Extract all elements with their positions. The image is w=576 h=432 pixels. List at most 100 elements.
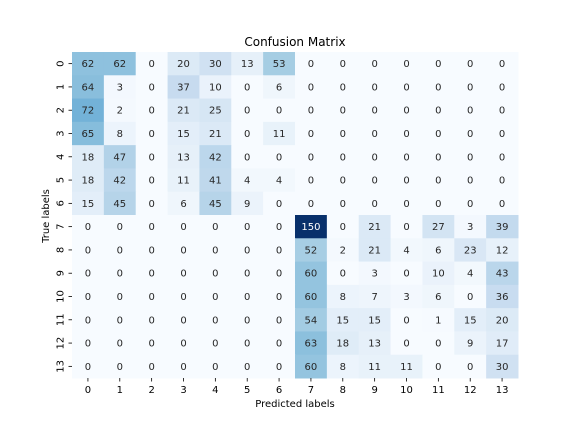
cell-value-label: 0 [180,222,186,233]
cell-value-label: 0 [244,362,250,373]
cell-value-label: 21 [368,245,381,256]
cell-value-label: 0 [85,292,91,303]
heatmap-cell [326,308,360,332]
cell-value-label: 7 [371,292,377,303]
heatmap-cell [199,75,232,100]
heatmap-cell [167,261,200,286]
cell-value-label: 0 [212,339,218,350]
cell-value-label: 21 [368,222,381,233]
heatmap-cell [72,261,105,286]
heatmap-cell [358,168,392,193]
heatmap-cell [135,261,169,286]
heatmap-cell [295,284,328,309]
y-axis-label: True labels [41,189,52,244]
heatmap-cell [295,215,328,239]
heatmap-cell [358,145,392,169]
heatmap-cell [167,145,200,169]
heatmap-cell [454,261,487,286]
cell-value-label: 0 [244,152,250,163]
cell-value-label: 0 [148,199,154,210]
heatmap-cell [231,75,264,100]
heatmap-cell [72,308,105,332]
heatmap-cell [135,308,169,332]
cell-value-label: 0 [340,269,346,280]
cell-value-label: 0 [308,106,314,117]
heatmap-cell [199,354,232,379]
cell-value-label: 10 [209,82,222,93]
cell-value-label: 0 [499,176,505,187]
cell-value-label: 15 [368,315,381,326]
cell-value-label: 0 [403,339,409,350]
heatmap-cell [422,75,455,100]
heatmap-cell [326,238,360,263]
heatmap-cell [454,75,487,100]
heatmap-cell [326,331,360,356]
cell-value-label: 0 [308,199,314,210]
cell-value-label: 0 [308,59,314,70]
heatmap-cell [103,331,137,356]
cell-value-label: 8 [117,129,123,140]
cell-value-label: 3 [371,269,377,280]
heatmap-cell [167,308,200,332]
cell-value-label: 0 [117,362,123,373]
cell-value-label: 0 [148,129,154,140]
cell-value-label: 72 [82,106,95,117]
cell-value-label: 65 [82,129,95,140]
heatmap-cell [72,331,105,356]
cell-value-label: 42 [113,176,126,187]
cell-value-label: 3 [117,82,123,93]
cell-value-label: 0 [212,315,218,326]
heatmap-cell [390,98,423,123]
heatmap-cell [231,121,264,146]
cell-value-label: 0 [117,222,123,233]
heatmap-cell [263,121,296,146]
cell-value-label: 0 [244,106,250,117]
heatmap-cell [326,284,360,309]
cell-value-label: 0 [371,129,377,140]
heatmap-cell [72,354,105,379]
heatmap-cell [422,52,455,76]
chart-title: Confusion Matrix [244,35,345,49]
cell-value-label: 0 [244,129,250,140]
cell-value-label: 18 [336,339,349,350]
heatmap-cell [358,215,392,239]
cell-value-label: 13 [241,59,254,70]
cell-value-label: 9 [467,339,473,350]
heatmap-cell [72,215,105,239]
cell-value-label: 0 [340,82,346,93]
heatmap-cell [454,191,487,216]
heatmap-cell [454,308,487,332]
y-tick-label: 10 [56,290,67,303]
cell-value-label: 0 [403,222,409,233]
cell-value-label: 0 [403,315,409,326]
heatmap-cell [454,284,487,309]
cell-value-label: 0 [148,245,154,256]
cell-value-label: 47 [113,152,126,163]
heatmap-cell [486,331,519,356]
cell-value-label: 42 [209,152,222,163]
heatmap-cell [454,168,487,193]
heatmap-cell [167,284,200,309]
cell-value-label: 0 [85,315,91,326]
heatmap-cell [390,354,423,379]
cell-value-label: 0 [435,152,441,163]
heatmap-cell [422,261,455,286]
cell-value-label: 0 [276,315,282,326]
cell-value-label: 60 [305,269,318,280]
heatmap-cell [72,238,105,263]
heatmap-cell [422,145,455,169]
heatmap-cell [199,145,232,169]
cell-value-label: 0 [276,199,282,210]
heatmap-cell [72,75,105,100]
heatmap-cell [167,75,200,100]
heatmap-cell [231,215,264,239]
y-tick-label: 8 [56,247,67,253]
cell-value-label: 0 [499,129,505,140]
heatmap-cell [72,52,105,76]
cell-value-label: 8 [340,362,346,373]
cell-value-label: 60 [305,292,318,303]
heatmap-cell [390,191,423,216]
heatmap-cell [486,121,519,146]
cell-value-label: 45 [209,199,222,210]
heatmap-cell [422,354,455,379]
